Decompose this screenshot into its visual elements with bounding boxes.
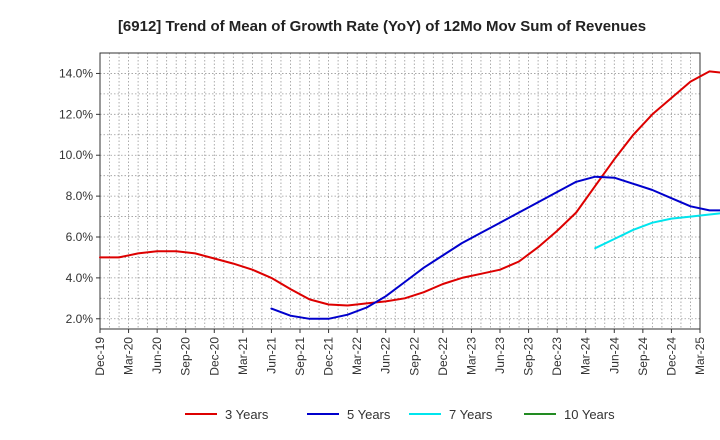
series-line-5-years (270, 175, 720, 320)
y-tick-label: 6.0% (66, 230, 94, 244)
x-tick-label: Mar-23 (464, 337, 478, 375)
x-tick-label: Jun-20 (150, 337, 164, 374)
grid (100, 53, 700, 329)
x-tick-label: Dec-20 (207, 337, 221, 376)
x-tick-label: Sep-22 (407, 337, 421, 376)
y-tick-label: 14.0% (59, 66, 93, 80)
y-tick-label: 8.0% (66, 189, 94, 203)
x-tick-label: Jun-23 (493, 337, 507, 374)
y-tick-label: 2.0% (66, 312, 94, 326)
legend: 3 Years 5 Years 7 Years 10 Years (185, 407, 615, 422)
y-axis: 2.0% 4.0% 6.0% 8.0% 10.0% 12.0% 14.0% (59, 66, 100, 326)
x-tick-label: Sep-20 (179, 337, 193, 376)
x-tick-label: Mar-21 (236, 337, 250, 375)
x-axis: Dec-19 Mar-20 Jun-20 Sep-20 Dec-20 Mar-21 Jun-… (93, 329, 707, 376)
x-tick-label: Mar-25 (693, 337, 707, 375)
legend-label: 7 Years (449, 407, 493, 422)
x-tick-label: Sep-24 (636, 337, 650, 376)
chart-title: [6912] Trend of Mean of Growth Rate (YoY… (118, 18, 646, 35)
x-tick-label: Sep-23 (522, 337, 536, 376)
series-lines (99, 70, 720, 320)
legend-label: 3 Years (225, 407, 269, 422)
x-tick-label: Dec-21 (322, 337, 336, 376)
series-line-3-years (99, 70, 720, 307)
x-tick-label: Dec-24 (664, 337, 678, 376)
x-tick-label: Sep-21 (293, 337, 307, 376)
legend-label: 5 Years (347, 407, 391, 422)
plot-frame (99, 52, 701, 330)
x-tick-label: Dec-19 (93, 337, 107, 376)
y-tick-label: 4.0% (66, 271, 94, 285)
x-tick-label: Jun-22 (379, 337, 393, 374)
x-tick-label: Jun-21 (264, 337, 278, 374)
x-tick-label: Dec-23 (550, 337, 564, 376)
y-tick-label: 12.0% (59, 107, 93, 121)
x-tick-label: Jun-24 (607, 337, 621, 374)
x-tick-label: Mar-22 (350, 337, 364, 375)
legend-label: 10 Years (564, 407, 615, 422)
x-tick-label: Mar-20 (122, 337, 136, 375)
x-tick-label: Mar-24 (579, 337, 593, 375)
x-tick-label: Dec-22 (436, 337, 450, 376)
y-tick-label: 10.0% (59, 148, 93, 162)
series-line-7-years (594, 212, 720, 250)
